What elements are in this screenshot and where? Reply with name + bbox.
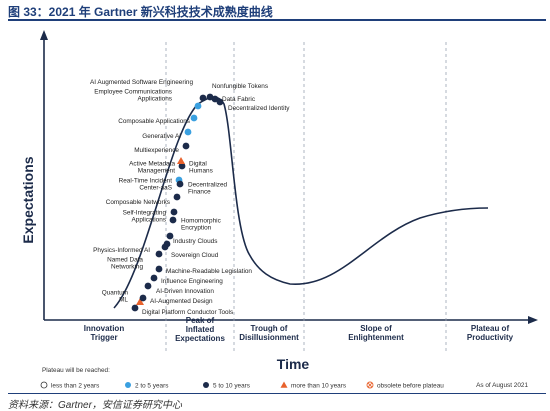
tech-label: Composable Networks	[106, 199, 170, 206]
legend-marker	[40, 381, 48, 389]
phase-label: Slope of Enlightenment	[348, 324, 404, 342]
title-rule	[8, 19, 546, 21]
figure-title: 图 33：2021 年 Gartner 新兴科技技术成熟度曲线	[8, 5, 273, 19]
hype-cycle-chart: AI Augmented Software Engineering Nonfung…	[20, 30, 538, 389]
legend-label: more than 10 years	[291, 382, 346, 389]
tech-label: Machine-Readable Legislation	[166, 268, 252, 275]
tech-label: Decentralized Finance	[188, 181, 228, 195]
legend-title: Plateau will be reached:	[42, 367, 110, 374]
tech-label: Quantum ML	[102, 289, 129, 303]
legend-label: 5 to 10 years	[213, 382, 250, 389]
tech-point	[131, 304, 139, 312]
legend-marker	[125, 382, 131, 388]
tech-point	[177, 157, 185, 164]
tech-label: Generative AI	[142, 133, 181, 140]
tech-label: Digital Platform Conductor Tools	[142, 309, 233, 316]
tech-label: Composable Applications	[118, 118, 190, 125]
legend-label: less than 2 years	[51, 382, 99, 389]
tech-point	[170, 208, 178, 216]
tech-label: AI-Driven Innovation	[156, 288, 214, 295]
hype-curve-layer	[113, 96, 489, 309]
tech-point	[190, 114, 198, 122]
tech-point	[194, 102, 202, 110]
tech-label: AI Augmented Software Engineering	[90, 79, 193, 86]
tech-label: Physics-Informed AI	[93, 247, 150, 254]
tech-label: AI-Augmented Design	[150, 298, 213, 305]
tech-point	[199, 94, 207, 102]
tech-point	[161, 243, 169, 251]
tech-label: Influence Engineering	[161, 278, 223, 285]
tech-label: Employee Communications Applications	[94, 88, 172, 102]
x-axis-label: Time	[277, 356, 310, 372]
phase-label: Plateau of Productivity	[467, 324, 514, 342]
tech-point	[216, 98, 224, 106]
tech-label: Active Metadata Management	[129, 160, 175, 174]
legend-label: obsolete before plateau	[377, 382, 444, 389]
tech-point	[176, 180, 184, 188]
y-axis-label: Expectations	[20, 156, 36, 243]
tech-label: Sovereign Cloud	[171, 252, 219, 259]
tech-label: Decentralized Identity	[228, 105, 290, 112]
tech-point	[166, 232, 174, 240]
tech-point	[150, 274, 158, 282]
chart-axes	[40, 30, 538, 324]
legend: Plateau will be reached: less than 2 year…	[40, 367, 528, 389]
technology-points	[131, 93, 224, 312]
tech-label: Real-Time Incident Center-aaS	[119, 177, 173, 191]
tech-point	[173, 193, 181, 201]
tech-point	[211, 95, 219, 103]
tech-label: Multiexperience	[134, 147, 179, 154]
x-axis-arrow	[528, 316, 538, 324]
tech-label: Named Data Networking	[107, 256, 143, 270]
phase-label: Innovation Trigger	[84, 324, 125, 342]
legend-as-of: As of August 2021	[476, 382, 528, 389]
hype-cycle-panel: AI Augmented Software Engineering Nonfung…	[10, 22, 544, 393]
tech-point	[184, 128, 192, 136]
tech-point	[178, 162, 186, 170]
phase-labels: Innovation Trigger Peak of Inflated Expectat…	[84, 316, 514, 343]
phase-dividers	[165, 42, 447, 352]
tech-point	[155, 250, 163, 258]
tech-point	[144, 282, 152, 290]
source-note: 资料来源：Gartner，安信证券研究中心	[8, 400, 182, 411]
tech-label: Digital Humans	[189, 160, 213, 174]
tech-point	[169, 216, 177, 224]
phase-label: Peak of Inflated Expectations	[175, 316, 225, 343]
tech-point	[139, 294, 147, 302]
tech-label: Self-Integrating Applications	[123, 209, 167, 223]
legend-marker	[203, 382, 209, 388]
y-axis-arrow	[40, 30, 48, 40]
tech-label: Data Fabric	[222, 96, 256, 103]
technology-labels: AI Augmented Software Engineering Nonfung…	[90, 79, 290, 316]
tech-point	[136, 298, 144, 305]
source-rule	[8, 393, 546, 394]
legend-marker	[280, 381, 288, 388]
hype-curve	[113, 96, 489, 309]
phase-label: Trough of Disillusionment	[239, 324, 299, 342]
legend-marker-x	[367, 382, 373, 388]
tech-label: Homomorphic Encryption	[181, 217, 222, 231]
tech-point	[182, 142, 190, 150]
tech-label: Industry Clouds	[173, 238, 217, 245]
tech-label: Nonfungible Tokens	[212, 83, 268, 90]
legend-label: 2 to 5 years	[135, 382, 168, 389]
tech-point	[155, 265, 163, 273]
